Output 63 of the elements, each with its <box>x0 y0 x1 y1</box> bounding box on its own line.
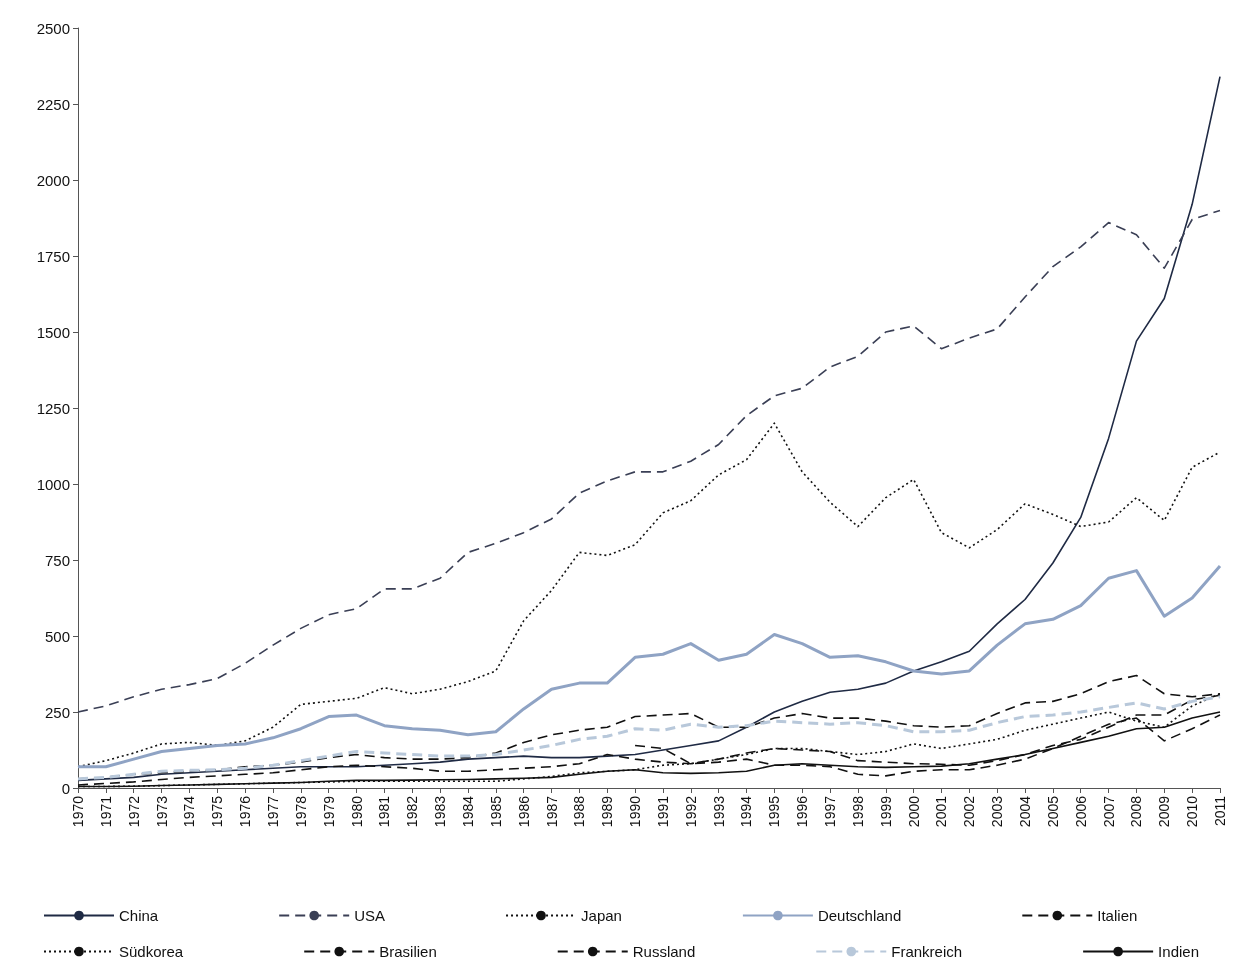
x-tick-label: 1979 <box>320 795 337 828</box>
x-tick-label: 2006 <box>1072 795 1089 828</box>
y-tick-label: 750 <box>44 551 70 569</box>
x-tick-label: 1986 <box>515 795 532 828</box>
x-tick-label: 2002 <box>961 795 978 828</box>
x-tick-label: 1987 <box>543 795 560 828</box>
x-tick-label: 2000 <box>905 795 922 828</box>
x-tick-label: 1997 <box>822 795 839 828</box>
legend-label: China <box>119 907 159 924</box>
x-tick-label: 1981 <box>376 795 393 828</box>
legend-label: Südkorea <box>119 943 184 960</box>
x-tick-label: 1984 <box>459 795 476 828</box>
y-tick-label: 2250 <box>36 95 70 113</box>
x-tick-label: 1995 <box>766 795 783 828</box>
y-tick-label: 250 <box>44 703 70 721</box>
x-tick-label: 2005 <box>1044 795 1061 828</box>
x-tick-label: 1980 <box>348 795 365 828</box>
legend-label: Brasilien <box>379 943 437 960</box>
x-tick-label: 2004 <box>1017 795 1034 828</box>
x-tick-label: 1970 <box>70 795 86 828</box>
x-tick-label: 2008 <box>1128 795 1145 828</box>
x-tick-label: 2010 <box>1184 795 1201 828</box>
x-tick-label: 1977 <box>264 795 281 828</box>
y-tick-label: 1500 <box>36 323 70 341</box>
x-tick-label: 1983 <box>432 795 449 828</box>
legend-label: Indien <box>1158 943 1199 960</box>
x-tick-label: 1999 <box>877 795 894 828</box>
x-tick-label: 1988 <box>571 795 588 828</box>
y-tick-label: 1000 <box>36 475 70 493</box>
x-tick-label: 1973 <box>153 795 170 828</box>
y-tick-label: 500 <box>44 627 70 645</box>
x-tick-label: 1985 <box>487 795 504 828</box>
legend-label: USA <box>354 907 386 924</box>
x-tick-label: 1978 <box>292 795 309 828</box>
x-tick-label: 1996 <box>794 795 811 828</box>
legend-label: Italien <box>1097 907 1138 924</box>
x-tick-label: 1991 <box>654 795 671 828</box>
x-tick-label: 2011 <box>1212 795 1228 827</box>
x-tick-label: 1972 <box>125 795 142 828</box>
x-tick-label: 2001 <box>933 795 950 828</box>
y-tick-label: 1250 <box>36 399 70 417</box>
x-tick-label: 1975 <box>209 795 226 828</box>
x-tick-label: 1993 <box>710 795 727 828</box>
x-tick-label: 1982 <box>404 795 421 828</box>
x-tick-label: 1990 <box>627 795 644 828</box>
y-tick-label: 2000 <box>36 171 70 189</box>
x-tick-label: 1971 <box>97 795 114 828</box>
y-tick-label: 0 <box>61 779 70 797</box>
x-tick-label: 1976 <box>237 795 254 828</box>
y-tick-label: 1750 <box>36 247 70 265</box>
legend-label: Frankreich <box>891 943 963 960</box>
legend-label: Russland <box>632 943 696 960</box>
legend-label: Deutschland <box>817 907 902 924</box>
x-tick-label: 1989 <box>599 795 616 828</box>
x-tick-label: 1994 <box>738 795 755 828</box>
x-tick-label: 1974 <box>181 795 198 828</box>
x-tick-label: 1992 <box>682 795 699 828</box>
y-tick-label: 2500 <box>36 19 70 37</box>
legend-label: Japan <box>581 907 622 924</box>
x-tick-label: 2007 <box>1100 795 1117 828</box>
x-tick-label: 2003 <box>989 795 1006 828</box>
x-tick-label: 2009 <box>1156 795 1173 828</box>
x-tick-label: 1998 <box>849 795 866 828</box>
